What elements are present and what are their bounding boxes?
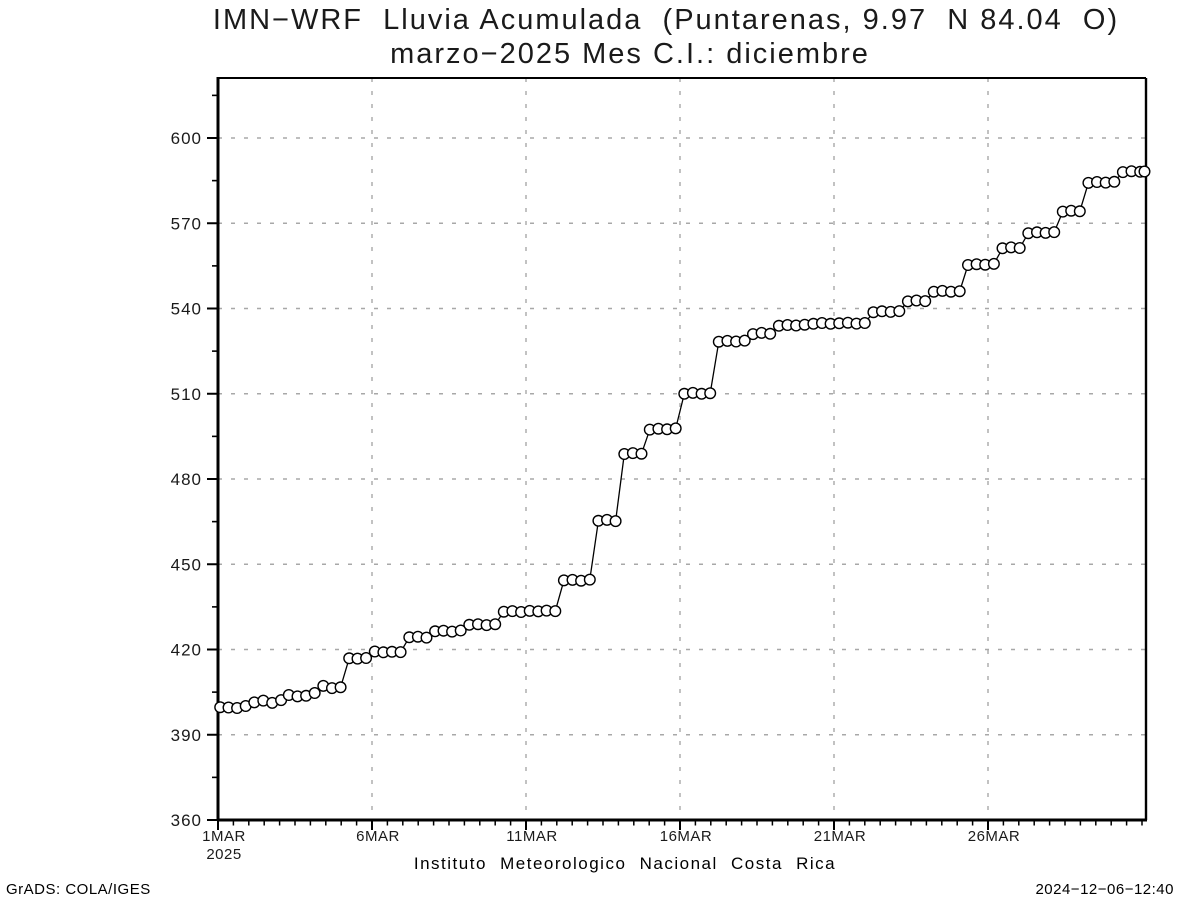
render-timestamp: 2024−12−06−12:40 <box>1035 881 1174 898</box>
x-tick-label: 26MAR <box>968 828 1021 845</box>
chart-title: IMN−WRF Lluvia Acumulada (Puntarenas, 9.… <box>212 4 1120 36</box>
x-tick-label: 1MAR <box>202 828 246 845</box>
institute-label: Instituto Meteorologico Nacional Costa R… <box>413 854 837 873</box>
x-tick-label: 16MAR <box>660 828 713 845</box>
data-point-marker <box>953 285 966 298</box>
x-tick-label: 21MAR <box>814 828 867 845</box>
data-point-marker <box>609 515 622 528</box>
data-point-marker <box>987 257 1000 270</box>
y-tick-label: 540 <box>171 300 202 319</box>
data-point-marker <box>394 646 407 659</box>
chart-subtitle: marzo−2025 Mes C.I.: diciembre <box>390 38 870 70</box>
data-point-marker <box>583 573 596 586</box>
data-point-marker <box>334 681 347 694</box>
grads-credit-label: GrADS: COLA/IGES <box>6 881 151 898</box>
data-point-marker <box>489 618 502 631</box>
data-point-marker <box>1048 226 1061 239</box>
y-tick-label: 450 <box>171 555 202 574</box>
data-point-marker <box>1013 241 1026 254</box>
data-point-marker <box>738 334 751 347</box>
y-tick-label: 360 <box>171 811 202 830</box>
y-tick-label: 600 <box>171 129 202 148</box>
y-axis: 360 390 420 450 480 510 540 570 600 <box>171 94 218 830</box>
data-point-marker <box>858 317 871 330</box>
y-tick-label: 390 <box>171 726 202 745</box>
plot-frame <box>216 77 1148 822</box>
x-tick-sublabel: 2025 <box>206 846 241 863</box>
data-point-marker <box>669 422 682 435</box>
data-point-marker <box>1108 175 1121 188</box>
data-point-marker <box>1138 165 1151 178</box>
y-tick-label: 420 <box>171 641 202 660</box>
x-tick-label: 6MAR <box>356 828 400 845</box>
x-tick-label: 11MAR <box>506 828 557 845</box>
y-tick-label: 510 <box>171 385 202 404</box>
data-point-marker <box>764 327 777 340</box>
data-point-marker <box>635 447 648 460</box>
data-point-marker <box>360 652 373 665</box>
data-point-marker <box>420 631 433 644</box>
data-point-marker <box>454 624 467 637</box>
data-point-marker <box>704 387 717 400</box>
data-point-marker <box>549 605 562 618</box>
data-point-marker <box>919 295 932 308</box>
y-tick-label: 570 <box>171 214 202 233</box>
y-tick-label: 480 <box>171 470 202 489</box>
data-point-marker <box>308 687 321 700</box>
data-point-marker <box>893 305 906 318</box>
series-markers <box>214 165 1151 715</box>
gridlines <box>218 78 1146 820</box>
data-point-marker <box>1073 205 1086 218</box>
